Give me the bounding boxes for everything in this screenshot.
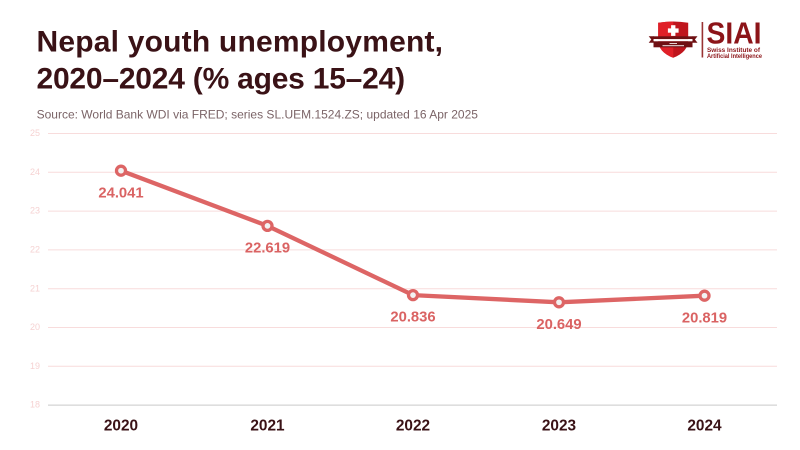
svg-text:2023: 2023 [542,418,576,435]
svg-text:2024: 2024 [687,418,722,435]
svg-text:25: 25 [30,128,40,138]
svg-text:Nepal youth unemployment,: Nepal youth unemployment, [37,26,444,59]
svg-text:20.649: 20.649 [536,317,581,333]
svg-text:24.041: 24.041 [98,186,143,202]
svg-text:2020: 2020 [104,418,138,435]
svg-text:22.619: 22.619 [245,240,290,256]
svg-text:20.836: 20.836 [390,310,435,326]
svg-text:Artificial Intelligence: Artificial Intelligence [707,53,762,60]
svg-text:23: 23 [30,206,40,216]
svg-text:22: 22 [30,245,40,255]
svg-text:Swiss Institute of: Swiss Institute of [707,47,761,54]
svg-text:SIAI: SIAI [707,17,762,51]
svg-text:Source: World Bank WDI via FRE: Source: World Bank WDI via FRED; series … [37,107,479,121]
svg-text:2020–2024 (% ages 15–24): 2020–2024 (% ages 15–24) [37,63,405,96]
svg-text:19: 19 [30,361,40,371]
svg-text:20.819: 20.819 [682,310,727,326]
svg-text:2021: 2021 [250,418,285,435]
svg-text:2022: 2022 [396,418,430,435]
svg-text:18: 18 [30,400,40,410]
svg-text:21: 21 [30,283,40,293]
svg-text:20: 20 [30,322,40,332]
svg-text:24: 24 [30,167,40,177]
